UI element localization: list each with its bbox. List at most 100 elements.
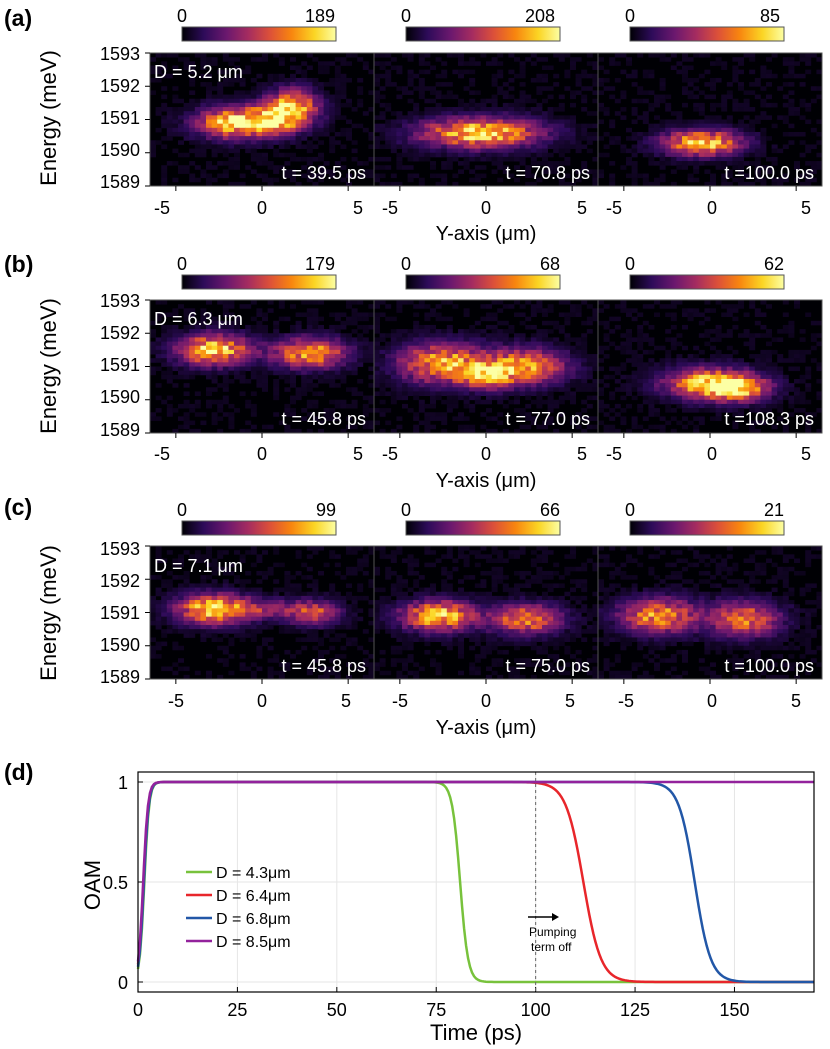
- heatmap-cell: [217, 69, 224, 75]
- heatmap-cell: [284, 570, 291, 576]
- heatmap-cell: [514, 341, 520, 347]
- heatmap-cell: [469, 107, 476, 112]
- heatmap-cell: [497, 127, 504, 133]
- heatmap-cell: [715, 136, 722, 141]
- heatmap-cell: [379, 349, 386, 355]
- heatmap-cell: [323, 616, 330, 622]
- heatmap-cell: [525, 324, 532, 330]
- heatmap-cell: [715, 148, 722, 154]
- y-tick-label: 1593: [100, 291, 140, 311]
- heatmap-cell: [452, 333, 459, 338]
- heatmap-cell: [659, 136, 666, 141]
- heatmap-cell: [805, 374, 812, 380]
- heatmap-cell: [598, 378, 604, 384]
- heatmap-cell: [547, 152, 554, 158]
- heatmap-cell: [234, 370, 240, 376]
- heatmap-cell: [614, 77, 621, 83]
- heatmap-cell: [306, 358, 313, 363]
- heatmap-cell: [435, 395, 442, 401]
- heatmap-cell: [155, 77, 162, 83]
- heatmap-cell: [222, 550, 229, 555]
- heatmap-cell: [743, 395, 750, 401]
- heatmap-cell: [430, 111, 436, 116]
- heatmap-cell: [155, 624, 162, 630]
- heatmap-cell: [413, 370, 420, 376]
- heatmap-cell: [217, 645, 224, 651]
- heatmap-cell: [340, 358, 347, 363]
- heatmap-cell: [760, 148, 767, 154]
- heatmap-cell: [340, 370, 347, 376]
- heatmap-cell: [306, 65, 313, 71]
- heatmap-cell: [211, 579, 218, 584]
- heatmap-cell: [726, 144, 733, 149]
- heatmap-cell: [312, 57, 319, 62]
- heatmap-cell: [306, 604, 313, 609]
- heatmap-cell: [525, 169, 532, 174]
- heatmap-cell: [273, 362, 280, 367]
- heatmap-cell: [306, 620, 313, 626]
- heatmap-cell: [570, 102, 576, 108]
- heatmap-cell: [631, 177, 638, 183]
- heatmap-cell: [670, 111, 677, 116]
- heatmap-cell: [222, 115, 229, 120]
- heatmap-cell: [228, 412, 235, 417]
- colorbar-min-label: 0: [177, 500, 187, 520]
- heatmap-cell: [536, 403, 543, 409]
- heatmap-cell: [379, 144, 386, 149]
- heatmap-cell: [267, 300, 274, 305]
- heatmap-cell: [194, 127, 201, 133]
- heatmap-cell: [469, 329, 476, 334]
- heatmap-cell: [598, 82, 604, 87]
- heatmap-cell: [368, 156, 375, 162]
- heatmap-cell: [346, 595, 352, 601]
- heatmap-cell: [374, 140, 380, 145]
- heatmap-cell: [245, 349, 252, 355]
- heatmap-cell: [374, 304, 380, 309]
- heatmap-cell: [519, 354, 526, 359]
- heatmap-cell: [312, 383, 319, 388]
- heatmap-cell: [183, 57, 190, 62]
- heatmap-cell: [463, 152, 470, 158]
- heatmap-cell: [323, 416, 330, 421]
- heatmap-cell: [430, 366, 436, 372]
- heatmap-cell: [598, 358, 604, 363]
- heatmap-cell: [721, 304, 728, 309]
- heatmap-a3: [597, 52, 823, 191]
- heatmap-cell: [413, 140, 420, 145]
- heatmap-cell: [217, 587, 224, 593]
- heatmap-cell: [508, 115, 515, 120]
- heatmap-cell: [542, 111, 548, 116]
- heatmap-cell: [418, 358, 425, 363]
- heatmap-cell: [486, 341, 492, 347]
- colorbar-b2: 0 68: [401, 254, 561, 290]
- heatmap-cell: [754, 156, 761, 162]
- heatmap-cell: [430, 349, 436, 355]
- heatmap-cell: [530, 161, 537, 166]
- heatmap-cell: [525, 136, 532, 141]
- heatmap-cell: [340, 575, 347, 580]
- heatmap-cell: [312, 629, 319, 634]
- heatmap-cell: [239, 181, 246, 187]
- heatmap-cell: [598, 349, 604, 355]
- heatmap-cell: [614, 428, 621, 434]
- heatmap-cell: [687, 408, 694, 413]
- heatmap-cell: [329, 604, 336, 609]
- heatmap-cell: [222, 82, 229, 87]
- heatmap-cell: [715, 416, 722, 421]
- heatmap-cell: [525, 94, 532, 100]
- heatmap-cell: [407, 378, 414, 384]
- heatmap-cell: [351, 316, 358, 322]
- heatmap-cell: [250, 424, 257, 430]
- heatmap-cell: [654, 102, 660, 108]
- heatmap-cell: [424, 107, 431, 112]
- heatmap-cell: [396, 65, 403, 71]
- distance-label: D = 6.3 μm: [154, 309, 243, 329]
- heatmap-cell: [189, 69, 196, 75]
- heatmap-cell: [413, 86, 420, 91]
- heatmap-cell: [458, 345, 464, 351]
- heatmap-cell: [340, 428, 347, 434]
- heatmap-cell: [301, 374, 308, 380]
- heatmap-cell: [407, 144, 414, 149]
- x-tick-label: 0: [707, 198, 717, 218]
- heatmap-cell: [726, 378, 733, 384]
